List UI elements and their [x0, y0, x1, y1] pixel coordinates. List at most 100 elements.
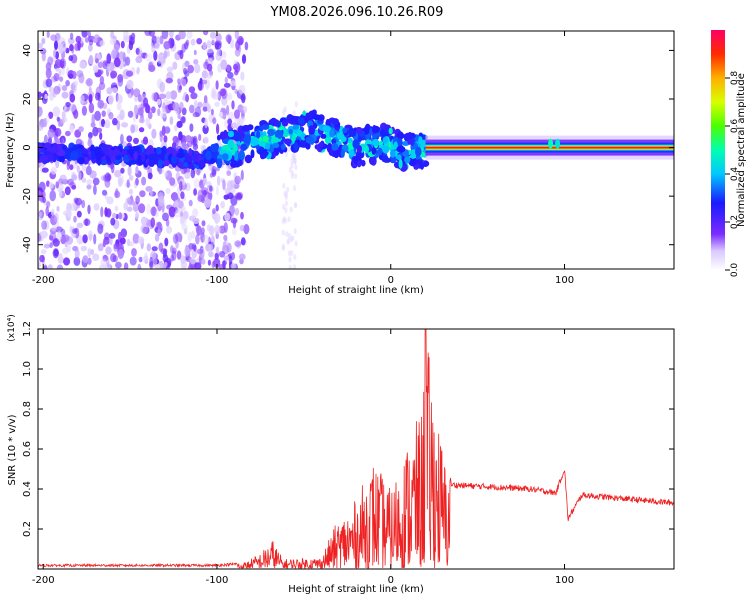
noise-blob	[243, 224, 250, 235]
ridge-blob	[145, 146, 153, 155]
noise-blob	[59, 174, 67, 183]
ridge-blob	[250, 136, 260, 146]
noise-blob	[123, 202, 129, 211]
ridge-blob	[198, 160, 205, 168]
noise-blob	[151, 246, 158, 252]
ridge-blob	[377, 147, 383, 156]
noise-blob	[88, 39, 94, 46]
noise-blob	[172, 61, 178, 70]
snr-xlabel: Height of straight line (km)	[288, 584, 424, 595]
noise-blob	[109, 38, 117, 46]
noise-blob	[47, 128, 55, 139]
noise-blob	[108, 94, 114, 105]
ridge-blob	[90, 150, 95, 160]
noise-blob	[188, 199, 193, 207]
ridge-blob	[192, 153, 200, 163]
ridge-blob	[322, 125, 331, 133]
ridge-blob	[340, 149, 345, 158]
y-tick-label: 0.2	[22, 521, 33, 537]
noise-blob	[221, 95, 228, 106]
noise-blob	[241, 105, 248, 114]
ridge-blob	[44, 142, 51, 149]
ridge-blob	[250, 149, 255, 159]
noise-blob	[201, 187, 209, 196]
spectrogram-ylabel: Frequency (Hz)	[5, 112, 16, 188]
noise-blob	[52, 238, 60, 247]
noise-blob	[180, 191, 185, 200]
ridge-blob	[264, 142, 271, 150]
noise-blob	[286, 238, 290, 245]
noise-blob	[179, 101, 184, 110]
noise-blob	[207, 244, 214, 252]
noise-blob	[172, 102, 180, 112]
noise-blob	[59, 76, 64, 82]
ridge-blob	[38, 146, 44, 153]
noise-blob	[88, 55, 94, 65]
noise-blob	[97, 61, 103, 69]
noise-blob	[72, 245, 78, 252]
noise-blob	[145, 186, 153, 192]
ridge-blob	[244, 154, 253, 164]
ridge-blob	[309, 137, 315, 145]
noise-blob	[84, 218, 89, 227]
x-tick-label: -100	[206, 575, 229, 586]
noise-blob	[184, 135, 192, 143]
x-tick-label: 100	[555, 275, 574, 286]
noise-blob	[234, 48, 241, 57]
noise-blob	[164, 261, 168, 268]
noise-blob	[106, 173, 112, 181]
ridge-blob	[332, 118, 339, 125]
noise-blob	[65, 80, 70, 87]
noise-blob	[134, 95, 139, 102]
noise-blob	[41, 167, 49, 173]
noise-blob	[58, 43, 64, 55]
noise-blob	[284, 200, 288, 207]
ridge-blob	[108, 149, 114, 158]
noise-blob	[177, 78, 181, 84]
ridge-blob	[419, 161, 424, 169]
noise-blob	[147, 111, 153, 120]
noise-blob	[59, 186, 63, 198]
noise-blob	[38, 42, 43, 49]
noise-blob	[95, 58, 100, 64]
noise-blob	[149, 256, 154, 268]
noise-blob	[69, 44, 74, 52]
noise-blob	[96, 127, 103, 133]
noise-blob	[65, 101, 71, 108]
noise-blob	[181, 78, 187, 87]
noise-blob	[68, 73, 74, 79]
noise-blob	[46, 31, 50, 38]
noise-blob	[123, 35, 130, 43]
noise-blob	[221, 51, 227, 59]
noise-blob	[214, 42, 222, 50]
noise-blob	[166, 50, 170, 57]
y-tick-label: -40	[22, 237, 33, 253]
noise-blob	[211, 165, 217, 176]
noise-blob	[99, 132, 103, 140]
noise-blob	[208, 113, 216, 124]
noise-blob	[193, 100, 198, 109]
noise-blob	[65, 130, 71, 137]
ridge-blob	[272, 142, 280, 148]
noise-blob	[126, 135, 133, 143]
noise-blob	[40, 190, 46, 199]
noise-blob	[87, 257, 92, 265]
noise-blob	[66, 244, 72, 253]
noise-blob	[202, 42, 207, 50]
noise-blob	[215, 204, 219, 212]
noise-blob	[70, 202, 77, 212]
ridge-blob	[219, 131, 226, 140]
noise-blob	[63, 104, 67, 112]
noise-blob	[91, 113, 95, 125]
noise-blob	[202, 31, 209, 36]
noise-blob	[211, 91, 219, 100]
noise-blob	[118, 51, 125, 60]
noise-blob	[114, 169, 122, 178]
noise-blob	[238, 253, 246, 261]
noise-blob	[90, 122, 96, 128]
noise-blob	[148, 64, 156, 72]
noise-blob	[53, 49, 57, 58]
noise-blob	[207, 259, 211, 266]
noise-blob	[181, 205, 186, 214]
